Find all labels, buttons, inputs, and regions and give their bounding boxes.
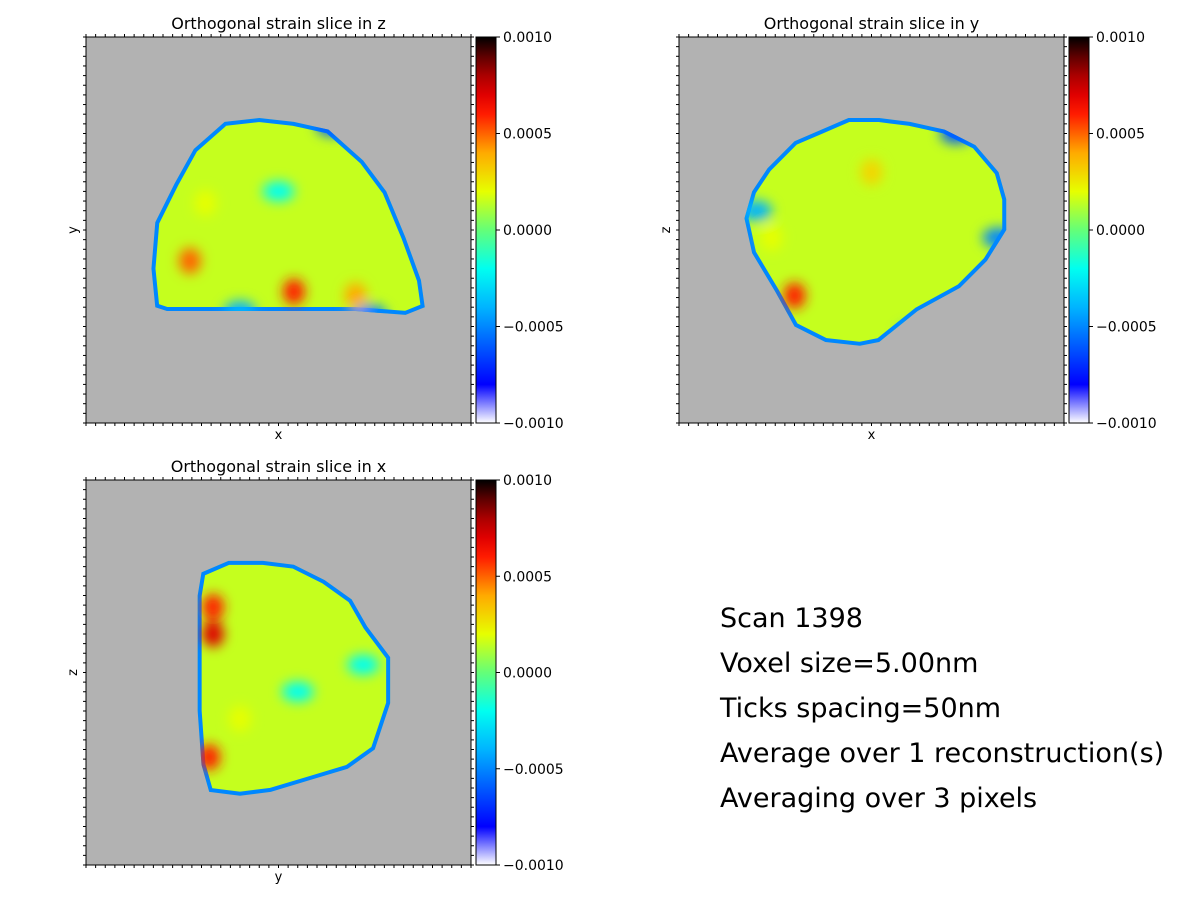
axis-ticks bbox=[83, 477, 474, 868]
strain-blobs bbox=[198, 594, 380, 771]
y-axis-label: z bbox=[659, 226, 674, 233]
cold-spot bbox=[354, 304, 387, 315]
colorbar bbox=[1068, 36, 1090, 424]
panel-0: Orthogonal strain slice in z x y 0.0010 0.00… bbox=[66, 14, 564, 443]
ticks-spacing-label: Ticks spacing=50nm bbox=[720, 693, 1002, 724]
hot-spot bbox=[783, 282, 806, 309]
colorbar-tick-label: 0.0010 bbox=[1096, 30, 1145, 46]
strain-blobs bbox=[178, 118, 387, 315]
scan-label: Scan 1398 bbox=[720, 603, 863, 634]
axis-ticks bbox=[83, 34, 474, 426]
hot-spot bbox=[860, 159, 883, 186]
sample-shape bbox=[197, 560, 391, 796]
average-label: Average over 1 reconstruction(s) bbox=[720, 738, 1165, 769]
colorbar-tick-label: −0.0005 bbox=[1096, 320, 1157, 336]
colorbar-tick-label: 0.0005 bbox=[1096, 127, 1145, 143]
hot-spot bbox=[178, 247, 201, 274]
x-axis-label: x bbox=[868, 428, 876, 443]
hot-spot bbox=[344, 282, 367, 309]
hot-spot bbox=[229, 705, 251, 732]
hot-spot bbox=[194, 189, 217, 216]
hot-spot bbox=[282, 278, 305, 305]
colorbar-tick-label: 0.0010 bbox=[503, 473, 552, 489]
colorbar-tick-label: −0.0010 bbox=[503, 416, 564, 432]
colorbar-tick-label: −0.0005 bbox=[503, 762, 564, 778]
y-axis-label: y bbox=[66, 226, 81, 234]
sample-shape bbox=[744, 118, 1007, 346]
colorbar-tick-label: 0.0000 bbox=[503, 223, 552, 239]
colorbar bbox=[475, 479, 497, 866]
hot-spot bbox=[198, 744, 221, 771]
axis-ticks bbox=[676, 34, 1067, 426]
sample-shape bbox=[151, 118, 425, 315]
cold-spot bbox=[262, 181, 295, 202]
panel-1: Orthogonal strain slice in y x z 0.0010 0.00… bbox=[659, 14, 1157, 443]
strain-map bbox=[151, 118, 425, 315]
voxel-size-label: Voxel size=5.00nm bbox=[720, 648, 979, 679]
sample-edge bbox=[744, 118, 1007, 346]
panel-title: Orthogonal strain slice in z bbox=[171, 14, 385, 33]
cold-spot bbox=[281, 681, 314, 702]
colorbar bbox=[475, 36, 497, 424]
cold-spot bbox=[982, 227, 1007, 248]
hot-spot bbox=[202, 594, 225, 621]
colorbar-tick-label: −0.0010 bbox=[503, 858, 564, 874]
colorbar-tick-label: 0.0010 bbox=[503, 30, 552, 46]
x-axis-label: x bbox=[275, 428, 283, 443]
colorbar-tick-label: −0.0005 bbox=[503, 320, 564, 336]
colorbar-tick-label: 0.0005 bbox=[503, 127, 552, 143]
panel-2: Orthogonal strain slice in x y z 0.0010 0.00… bbox=[66, 457, 564, 885]
hot-spot bbox=[202, 621, 225, 647]
averaging-label: Averaging over 3 pixels bbox=[720, 783, 1038, 814]
colorbar-tick-label: −0.0010 bbox=[1096, 416, 1157, 432]
hot-spot bbox=[760, 224, 783, 251]
cold-spot bbox=[347, 654, 380, 675]
panel-title: Orthogonal strain slice in x bbox=[171, 457, 387, 476]
colorbar-tick-label: 0.0000 bbox=[503, 666, 552, 682]
colorbar-tick-label: 0.0005 bbox=[503, 569, 552, 585]
cold-spot bbox=[224, 301, 256, 315]
colorbar-tick-label: 0.0000 bbox=[1096, 223, 1145, 239]
panel-title: Orthogonal strain slice in y bbox=[764, 14, 980, 33]
x-axis-label: y bbox=[275, 870, 283, 885]
y-axis-label: z bbox=[66, 669, 81, 676]
